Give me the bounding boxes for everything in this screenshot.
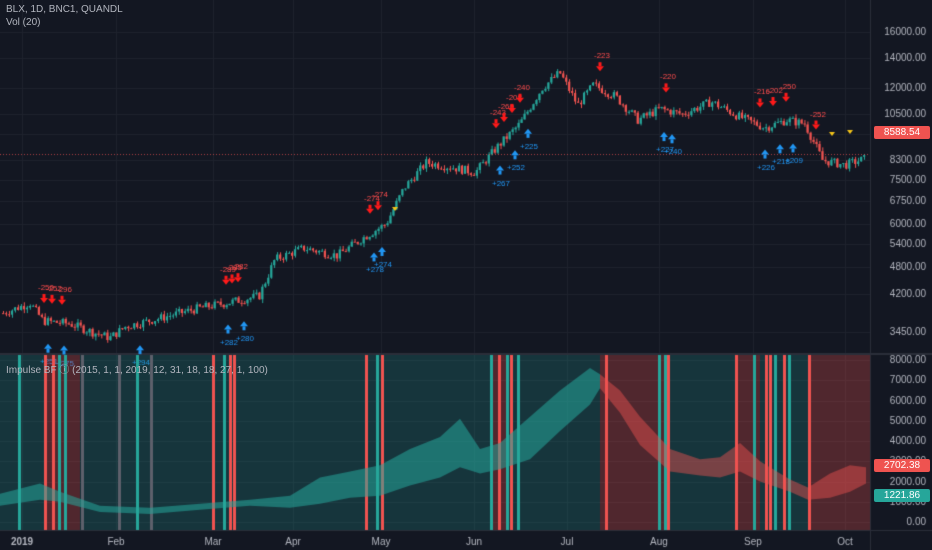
indicator-legend[interactable]: Impulse BF ⓘ (2015, 1, 1, 2019, 12, 31, … xyxy=(6,365,268,376)
indicator-value-green-tag: 1221.86 xyxy=(874,489,930,502)
indicator-value-red-tag: 2702.38 xyxy=(874,459,930,472)
last-price-tag: 8588.54 xyxy=(874,126,930,139)
symbol-legend[interactable]: BLX, 1D, BNC1, QUANDL xyxy=(6,4,123,15)
volume-legend[interactable]: Vol (20) xyxy=(6,17,41,28)
